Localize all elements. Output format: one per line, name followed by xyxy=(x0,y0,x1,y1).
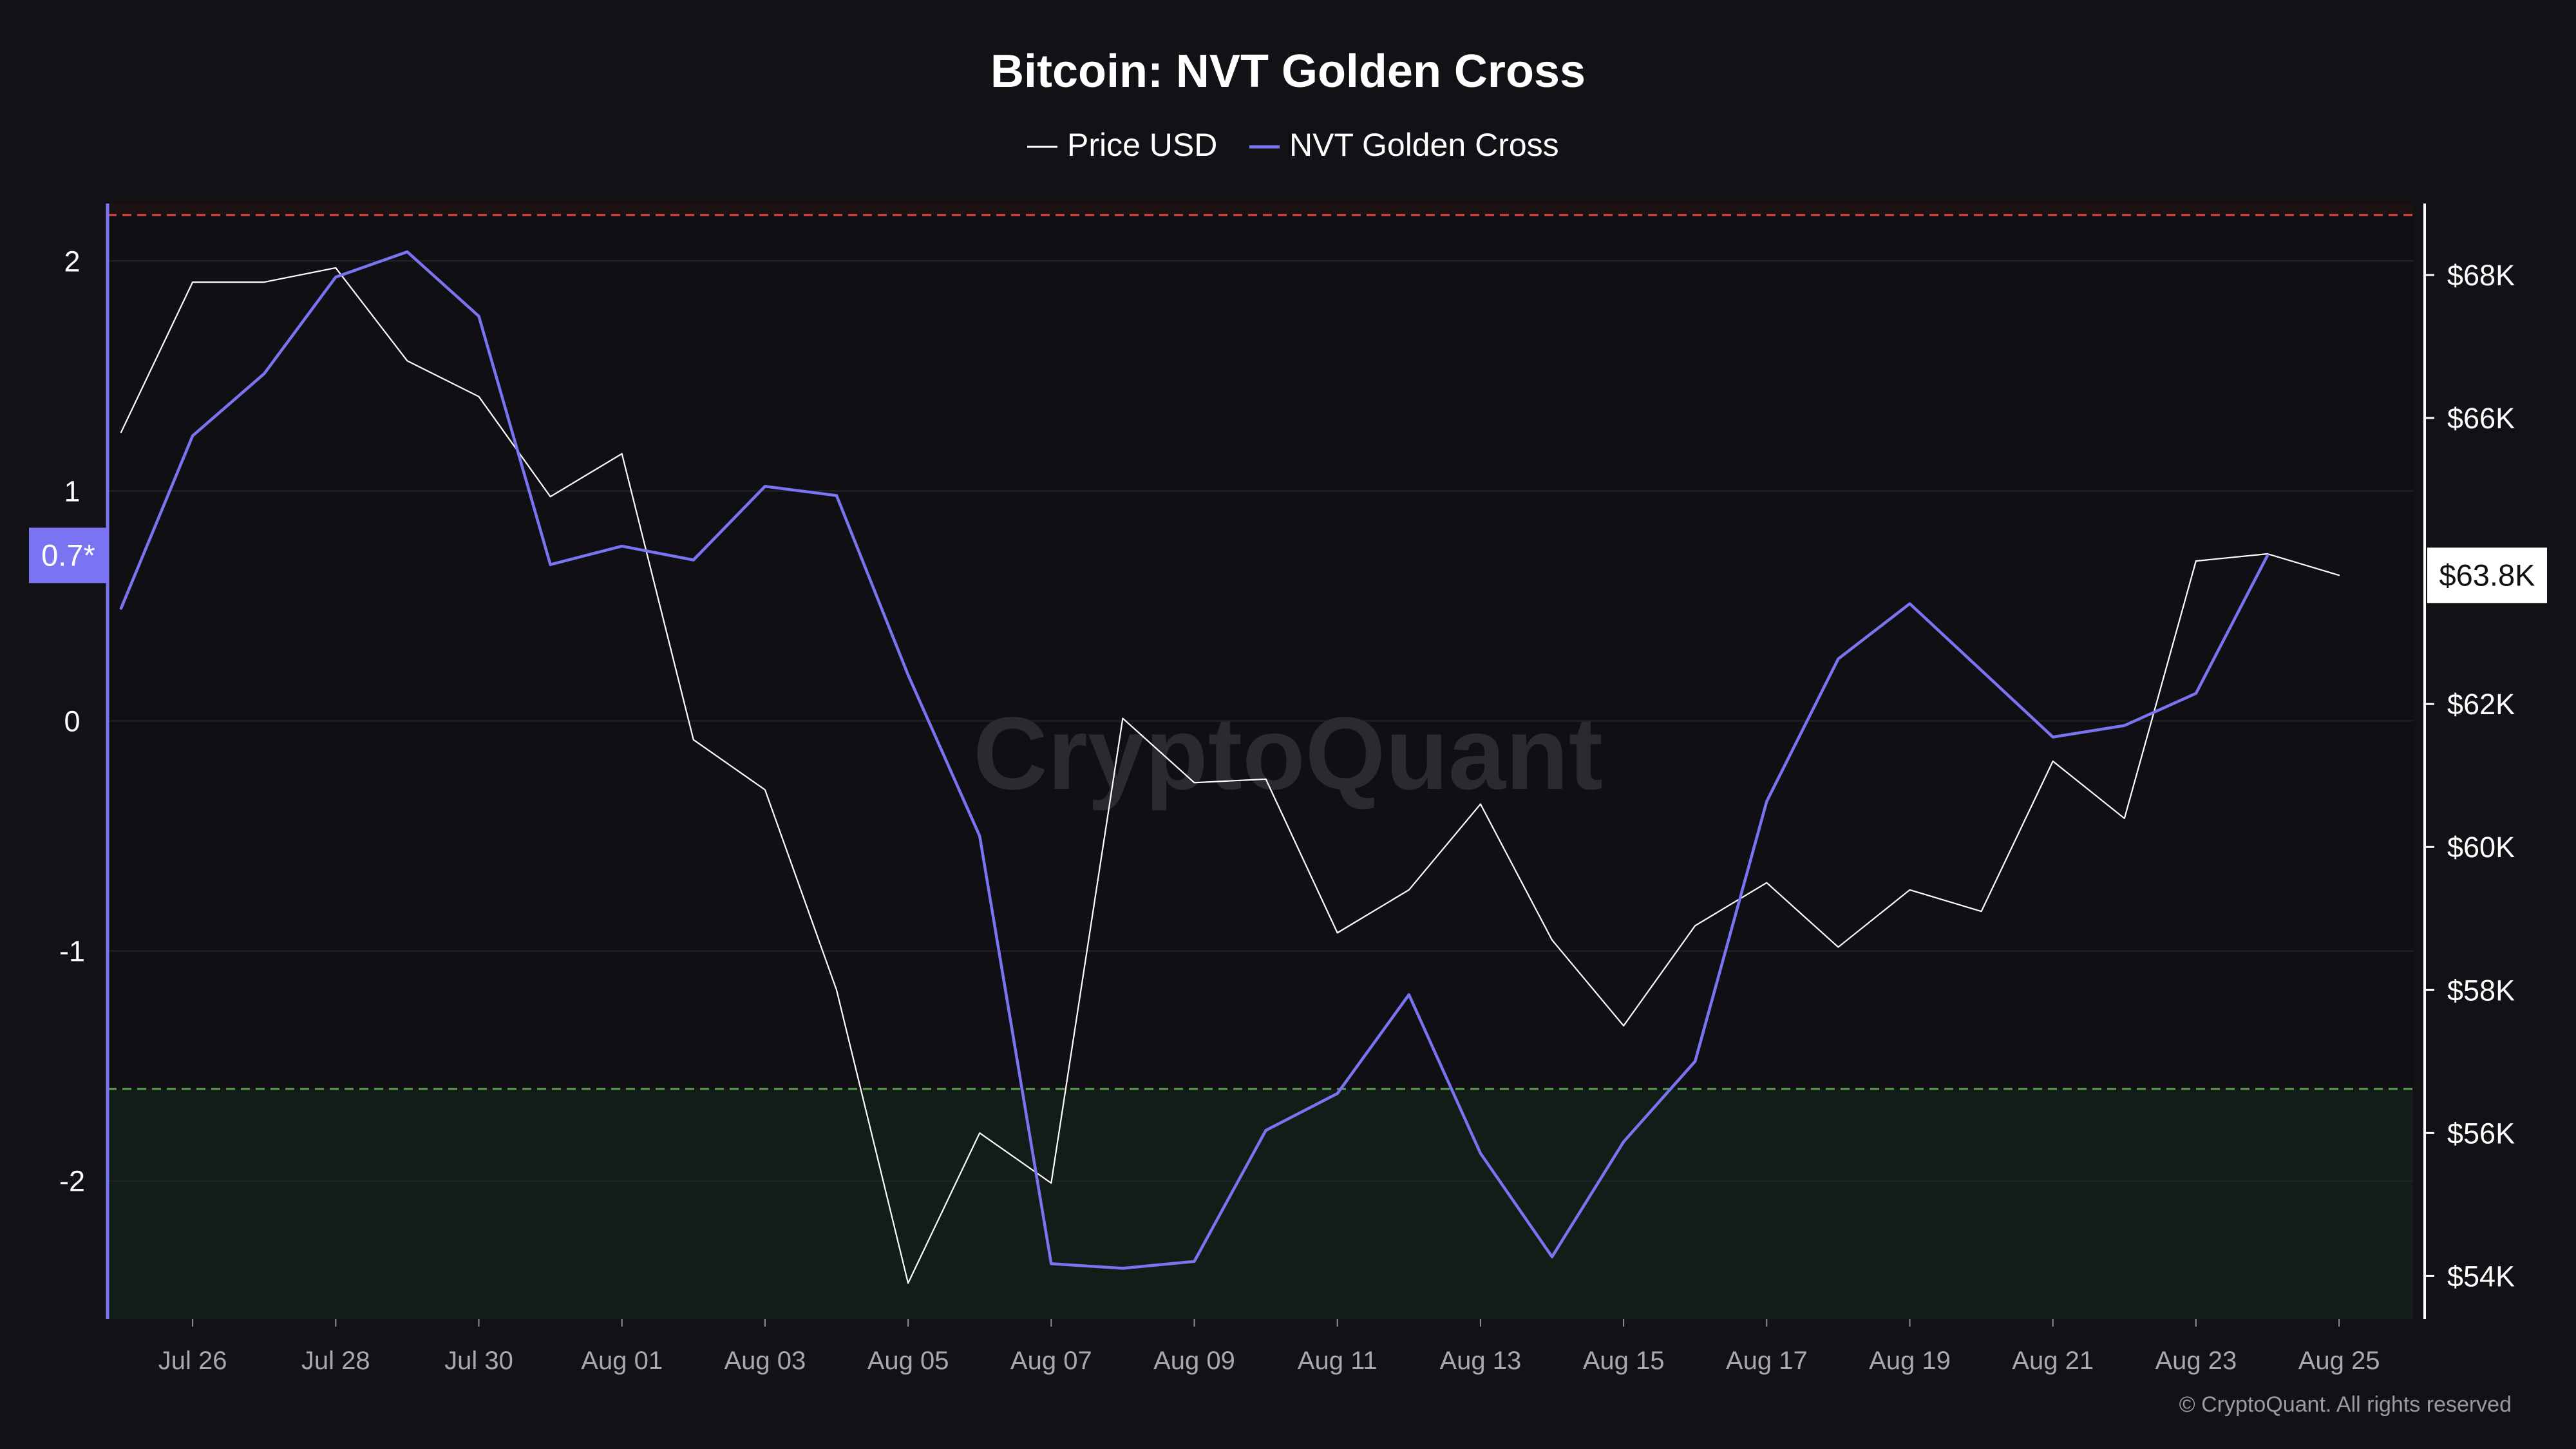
x-axis-tick-label: Aug 17 xyxy=(1726,1347,1808,1375)
legend-item-price-usd[interactable]: Price USD xyxy=(1027,127,1217,163)
price-usd-line xyxy=(120,267,2340,1284)
x-axis-tick-label: Aug 07 xyxy=(1010,1347,1092,1375)
left-axis-tick-label: 1 xyxy=(64,475,80,507)
x-axis-tick-label: Jul 26 xyxy=(158,1347,227,1375)
threshold-zones xyxy=(108,204,2413,1319)
x-axis-tick-label: Aug 19 xyxy=(1869,1347,1951,1375)
watermark: CryptoQuant xyxy=(973,696,1603,811)
series-lines xyxy=(119,250,2340,1284)
x-axis-tick-label: Aug 05 xyxy=(867,1347,949,1375)
current-nvt-badge-label: 0.7* xyxy=(41,538,95,572)
legend: Price USD NVT Golden Cross xyxy=(1027,127,1559,163)
value-badges: 0.7* $63.8K xyxy=(29,527,2547,603)
x-axis-tick-label: Aug 25 xyxy=(2298,1347,2380,1375)
chart-title: Bitcoin: NVT Golden Cross xyxy=(990,46,1586,97)
legend-item-nvt-golden-cross[interactable]: NVT Golden Cross xyxy=(1249,127,1559,163)
lower-zone xyxy=(108,1088,2413,1319)
left-axis-tick-label: 2 xyxy=(64,245,80,278)
right-axis-tick-label: $56K xyxy=(2447,1117,2515,1150)
legend-nvt-label: NVT Golden Cross xyxy=(1289,127,1559,163)
current-price-badge-label: $63.8K xyxy=(2439,558,2535,592)
right-axis-tick-label: $60K xyxy=(2447,831,2515,864)
left-axis-tick-label: -2 xyxy=(59,1165,85,1198)
left-axis-tick-label: -1 xyxy=(59,935,85,968)
right-axis-ticks: $68K $66K $62K $60K $58K $56K $54K xyxy=(2425,259,2515,1293)
right-axis-tick-label: $54K xyxy=(2447,1260,2515,1293)
nvt-golden-cross-line xyxy=(119,250,2269,1270)
current-price-badge xyxy=(2427,547,2547,603)
x-axis-tick-label: Aug 01 xyxy=(581,1347,663,1375)
x-axis-tick-label: Aug 23 xyxy=(2155,1347,2237,1375)
gridlines xyxy=(108,260,2413,1182)
x-axis-tick-label: Aug 03 xyxy=(724,1347,806,1375)
x-axis-tick-label: Aug 15 xyxy=(1583,1347,1665,1375)
left-axis-ticks: 2 1 0 -1 -2 xyxy=(59,245,85,1197)
copyright: © CryptoQuant. All rights reserved xyxy=(2179,1392,2512,1417)
right-axis-tick-label: $66K xyxy=(2447,402,2515,435)
right-axis-tick-label: $62K xyxy=(2447,688,2515,721)
x-axis-tick-label: Aug 21 xyxy=(2012,1347,2094,1375)
current-nvt-badge xyxy=(29,527,108,583)
legend-price-label: Price USD xyxy=(1067,127,1217,163)
x-axis-tick-label: Aug 11 xyxy=(1298,1347,1378,1375)
left-axis-tick-label: 0 xyxy=(64,705,80,738)
x-axis-tick-label: Aug 13 xyxy=(1440,1347,1522,1375)
x-axis-tick-label: Jul 28 xyxy=(301,1347,370,1375)
x-axis-tick-label: Aug 09 xyxy=(1153,1347,1235,1375)
x-axis-ticks: Jul 26 Jul 28 Jul 30 Aug 01 Aug 03 Aug 05 Aug … xyxy=(158,1319,2380,1375)
right-axis-tick-label: $58K xyxy=(2447,974,2515,1007)
upper-zone xyxy=(108,204,2413,215)
x-axis-tick-label: Jul 30 xyxy=(444,1347,513,1375)
right-axis-tick-label: $68K xyxy=(2447,259,2515,292)
